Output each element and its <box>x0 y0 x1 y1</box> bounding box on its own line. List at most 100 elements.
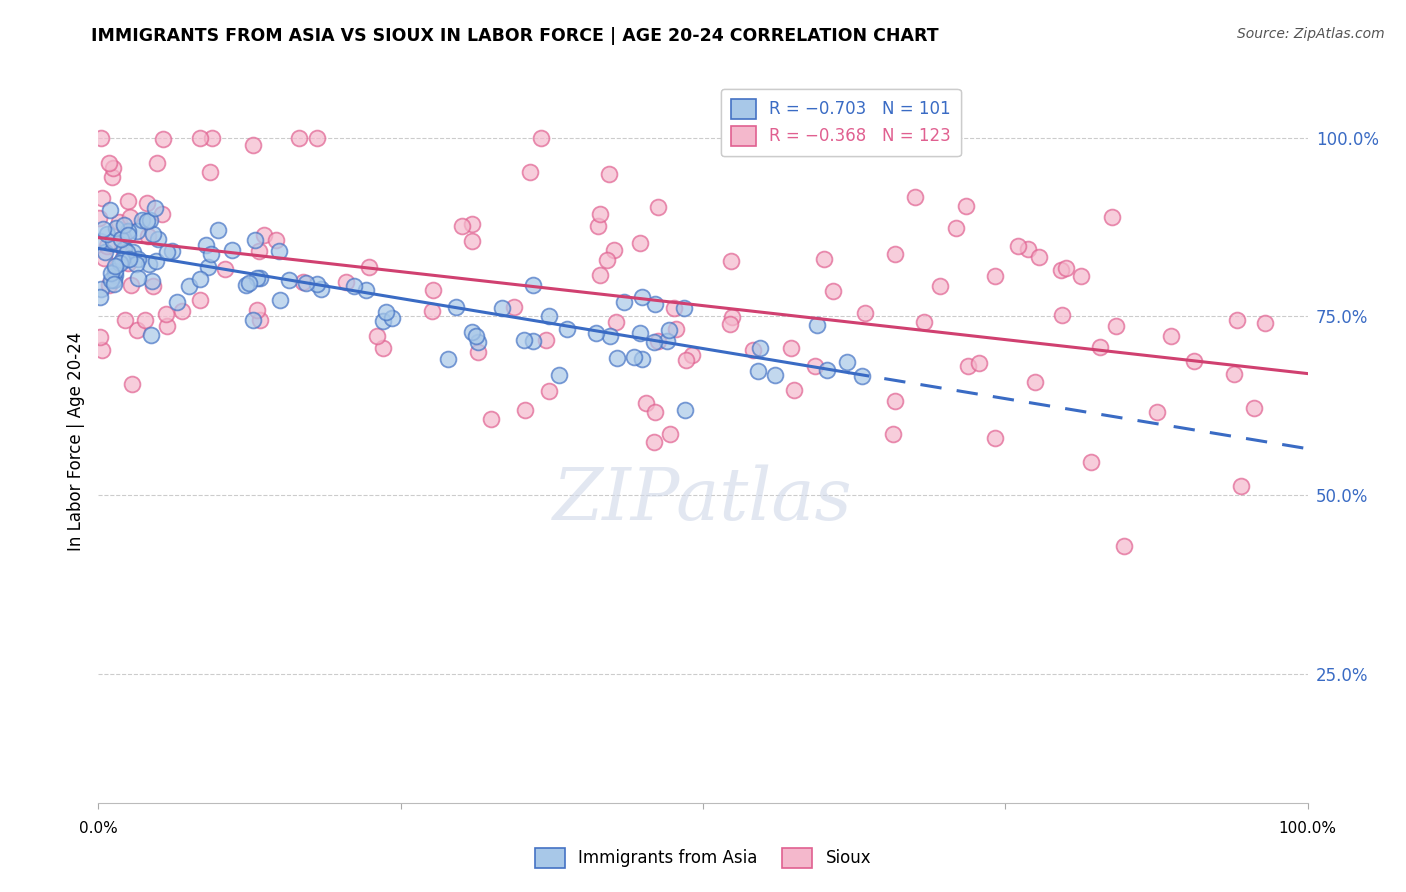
Point <box>101 161 124 176</box>
Point <box>131 213 153 227</box>
Point <box>343 279 366 293</box>
Point <box>467 335 489 350</box>
Point <box>371 341 394 355</box>
Point <box>749 341 772 355</box>
Point <box>359 260 381 274</box>
Point <box>90 191 112 205</box>
Point <box>90 343 112 358</box>
Point <box>207 223 229 237</box>
Point <box>104 268 127 282</box>
Point <box>984 268 1007 283</box>
Point <box>381 310 404 325</box>
Point <box>815 363 838 377</box>
Point <box>91 222 114 236</box>
Point <box>103 273 125 287</box>
Point <box>104 259 127 273</box>
Point <box>295 276 318 290</box>
Point <box>522 278 544 293</box>
Point <box>657 334 679 348</box>
Point <box>912 315 935 329</box>
Point <box>242 313 264 327</box>
Point <box>589 268 612 282</box>
Point <box>422 283 444 297</box>
Point <box>665 322 688 336</box>
Point <box>662 301 685 315</box>
Point <box>519 165 541 179</box>
Point <box>145 202 167 216</box>
Point <box>1028 250 1050 264</box>
Point <box>108 256 131 270</box>
Point <box>623 350 645 364</box>
Point <box>278 273 301 287</box>
Point <box>536 333 558 347</box>
Point <box>177 279 200 293</box>
Point <box>957 359 980 374</box>
Point <box>247 244 270 259</box>
Point <box>238 277 260 291</box>
Point <box>156 319 179 334</box>
Point <box>479 412 502 426</box>
Point <box>146 155 169 169</box>
Point <box>461 217 484 231</box>
Point <box>1088 340 1111 354</box>
Point <box>763 368 786 382</box>
Point <box>450 219 472 233</box>
Point <box>721 310 744 324</box>
Point <box>630 290 652 304</box>
Point <box>94 244 117 259</box>
Point <box>97 278 120 293</box>
Point <box>1223 367 1246 381</box>
Point <box>1050 308 1073 322</box>
Point <box>1160 329 1182 343</box>
Point <box>110 232 132 246</box>
Point <box>166 295 188 310</box>
Point <box>779 341 801 355</box>
Point <box>100 169 122 184</box>
Point <box>115 252 138 267</box>
Point <box>249 313 271 327</box>
Point <box>117 194 139 209</box>
Point <box>112 219 135 233</box>
Point <box>537 310 560 324</box>
Point <box>502 300 524 314</box>
Point <box>884 394 907 409</box>
Point <box>136 229 159 244</box>
Point <box>903 190 925 204</box>
Point <box>437 351 460 366</box>
Point <box>612 295 634 310</box>
Point <box>599 328 621 343</box>
Point <box>647 334 669 349</box>
Point <box>537 384 560 399</box>
Point <box>1050 262 1073 277</box>
Point <box>152 132 174 146</box>
Point <box>309 282 332 296</box>
Point <box>152 206 174 220</box>
Point <box>89 330 111 344</box>
Point <box>522 334 544 348</box>
Point <box>139 328 162 343</box>
Point <box>335 275 357 289</box>
Point <box>945 221 967 235</box>
Point <box>1184 353 1206 368</box>
Point <box>1114 539 1136 553</box>
Point <box>127 224 149 238</box>
Point <box>198 165 221 179</box>
Point <box>644 405 666 419</box>
Point <box>142 227 165 242</box>
Point <box>461 235 484 249</box>
Point <box>375 305 398 319</box>
Point <box>188 293 211 307</box>
Point <box>305 277 328 291</box>
Point <box>605 315 627 329</box>
Text: Source: ZipAtlas.com: Source: ZipAtlas.com <box>1237 27 1385 41</box>
Point <box>266 233 288 247</box>
Point <box>1080 455 1102 469</box>
Point <box>557 322 579 336</box>
Point <box>246 271 269 285</box>
Point <box>1230 479 1253 493</box>
Point <box>835 355 858 369</box>
Point <box>354 283 377 297</box>
Point <box>1024 375 1046 389</box>
Point <box>103 277 125 291</box>
Point <box>644 297 666 311</box>
